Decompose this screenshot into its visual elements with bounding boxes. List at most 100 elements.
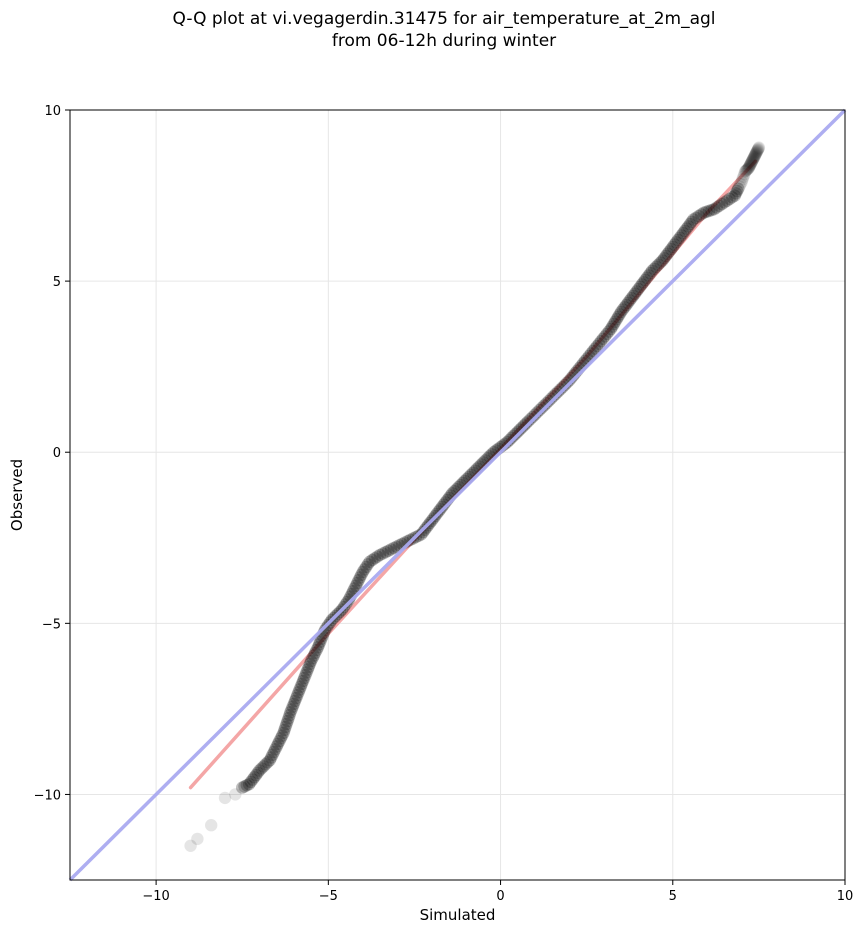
data-point-234 [656,254,669,267]
data-point-182 [560,376,574,389]
data-point-205 [606,320,619,333]
data-point-167 [526,410,539,424]
chart-title-line-2: from 06-12h during winter [331,31,557,51]
data-point-266 [723,192,736,206]
data-point-85 [352,574,365,587]
data-point-197 [590,339,604,353]
data-point-123 [435,500,449,514]
data-point-306 [752,142,765,155]
data-point-211 [614,305,628,319]
data-point-302 [750,145,763,159]
data-point-60 [312,638,326,651]
data-point-252 [687,213,700,226]
data-point-155 [501,435,514,449]
data-point-226 [640,271,654,284]
data-point-28 [276,729,289,742]
data-point-44 [293,683,306,696]
data-point-160 [511,425,524,438]
data-point-55 [306,652,319,665]
data-point-40 [288,694,302,708]
data-point-194 [584,347,598,360]
data-point-175 [544,392,558,405]
data-point-262 [713,199,726,212]
data-point-159 [509,427,522,440]
data-point-179 [554,383,567,396]
data-point-171 [535,401,549,414]
fit-line-layer [188,159,758,790]
data-point-164 [519,417,533,430]
data-point-227 [642,269,655,282]
data-point-267 [726,191,739,204]
data-point-50 [300,666,313,679]
data-point-78 [342,593,356,606]
data-point-203 [602,325,615,338]
data-point-156 [503,433,516,447]
data-point-26 [273,734,286,748]
data-point-157 [505,431,518,444]
data-point-303 [751,144,764,158]
data-point-89 [358,563,371,576]
data-point-35 [283,709,296,722]
data-point-223 [635,278,648,291]
data-point-61 [314,635,327,648]
data-point-246 [676,227,690,240]
data-point-284 [742,161,756,174]
data-point-95 [371,550,384,563]
data-point-45 [294,680,307,693]
data-point-21 [266,748,279,761]
data-point-280 [740,164,753,177]
data-point-96 [373,548,387,562]
data-point-17 [259,758,272,771]
data-point-199 [594,335,608,348]
data-point-270 [730,184,744,198]
data-point-53 [303,657,317,670]
data-point-209 [612,310,625,323]
x-tick-label-2: 0 [496,889,504,904]
data-point-92 [363,555,376,568]
x-tick-label-1: −5 [319,889,338,904]
data-point-248 [680,222,693,235]
data-point-18 [261,756,274,769]
data-point-163 [517,419,531,432]
data-point-19 [263,754,276,767]
data-point-244 [673,231,686,244]
data-point-158 [507,429,520,442]
data-point-235 [658,252,671,265]
data-point-48 [298,671,311,685]
data-point-241 [668,238,681,251]
data-point-101 [387,541,400,555]
data-point-23 [269,743,282,756]
data-point-83 [349,579,363,592]
data-point-298 [748,149,762,162]
x-axis-label: Simulated [420,906,496,924]
data-point-52 [302,660,315,673]
data-point-253 [689,211,703,224]
data-point-31 [279,720,292,734]
data-point-177 [549,387,562,401]
data-point-11 [248,771,261,784]
data-point-27 [274,732,287,745]
data-point-32 [280,717,293,731]
data-point-254 [692,209,705,223]
data-point-22 [267,745,281,759]
data-point-24 [270,740,283,753]
data-point-161 [513,423,526,436]
data-point-82 [348,582,361,595]
data-point-242 [670,236,683,249]
data-point-16 [257,760,270,773]
data-point-277 [738,168,751,181]
data-point-46 [295,677,309,690]
data-point-305 [751,143,765,156]
x-axis-ticks: −10 −5 0 5 10 [142,880,853,904]
data-point-30 [278,723,291,737]
data-point-111 [415,528,428,541]
data-point-196 [588,342,602,355]
data-point-279 [739,164,752,178]
data-point-93 [366,553,379,567]
data-point-59 [311,641,325,654]
data-point-263 [715,197,729,211]
data-point-258 [702,204,716,218]
data-point-84 [351,576,364,590]
data-point-260 [707,203,721,216]
